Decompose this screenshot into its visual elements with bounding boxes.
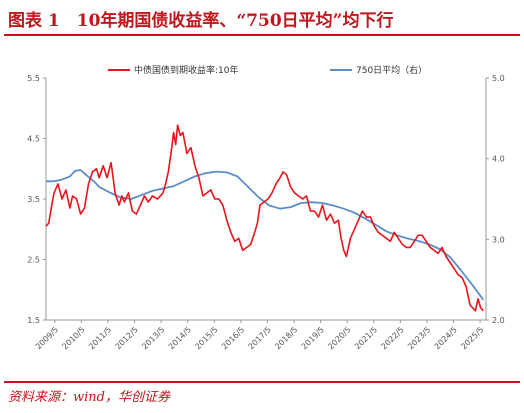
x-tick-label: 2012/5 (114, 325, 140, 351)
x-tick-label: 2011/5 (87, 325, 113, 351)
legend-label-series-2: 750日平均（右） (356, 64, 427, 76)
y-left-tick-label: 4.5 (27, 135, 40, 144)
x-tick-label: 2014/5 (167, 325, 193, 351)
x-tick-label: 2017/5 (247, 325, 273, 351)
y-right-tick-label: 3.0 (492, 235, 505, 244)
legend-label-series-1: 中债国债到期收益率:10年 (134, 64, 239, 76)
y-right-tick-label: 4.0 (492, 155, 505, 164)
x-tick-label: 2022/5 (379, 325, 405, 351)
x-axis-ticks: 2009/5 2010/5 2011/5 2012/5 2013/5 2014/5 2015… (34, 320, 486, 351)
title-divider (4, 34, 520, 36)
x-tick-label: 2013/5 (140, 325, 166, 351)
legend: 中债国债到期收益率:10年 750日平均（右） (108, 64, 427, 76)
x-tick-label: 2018/5 (273, 325, 299, 351)
y-right-tick-label: 2.0 (492, 316, 505, 325)
y-right-tick-label: 5.0 (492, 74, 505, 83)
axes: 5.5 4.5 3.5 2.5 1.5 5.0 4.0 3.0 2.0 (27, 74, 504, 325)
y-left-tick-label: 2.5 (27, 256, 40, 265)
x-tick-label: 2023/5 (406, 325, 432, 351)
y-left-tick-label: 5.5 (27, 74, 40, 83)
x-tick-label: 2024/5 (433, 325, 459, 351)
x-tick-label: 2020/5 (326, 325, 352, 351)
x-tick-label: 2019/5 (300, 325, 326, 351)
x-tick-label: 2009/5 (34, 325, 60, 351)
series-line-10y-yield (45, 124, 484, 312)
y-left-tick-label: 1.5 (27, 316, 40, 325)
y-left-tick-label: 3.5 (27, 195, 40, 204)
source-note: 资料来源：wind，华创证券 (8, 390, 170, 405)
x-tick-label: 2010/5 (60, 325, 86, 351)
footer-divider (4, 381, 520, 383)
x-tick-label: 2016/5 (220, 325, 246, 351)
series-lines (45, 124, 485, 312)
x-tick-label: 2025/5 (459, 325, 485, 351)
line-chart: 中债国债到期收益率:10年 750日平均（右） 5.54.53.52.51.55… (27, 64, 504, 351)
chart-title: 图表 1 10年期国债收益率、“750日平均”均下行 (8, 11, 394, 31)
series-line-750-day-average (46, 169, 485, 301)
x-tick-label: 2015/5 (193, 325, 219, 351)
x-tick-label: 2021/5 (353, 325, 379, 351)
